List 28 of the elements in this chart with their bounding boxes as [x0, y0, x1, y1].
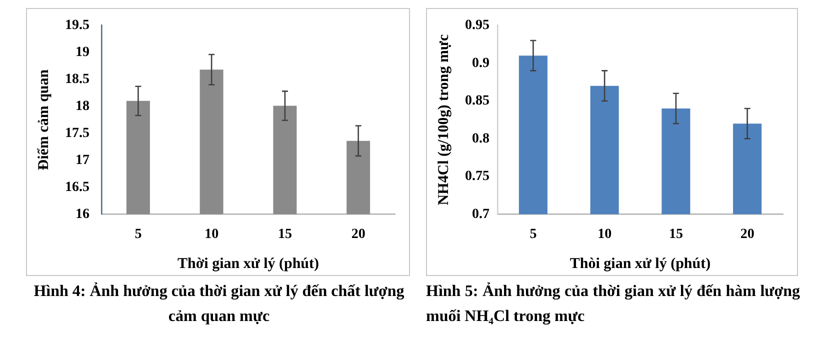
y-tick-label: 0.9 [472, 56, 490, 71]
x-tick-label: 15 [278, 227, 292, 242]
y-tick-label: 0.75 [465, 169, 490, 184]
x-tick-label: 5 [134, 227, 142, 242]
x-tick-label: 10 [598, 227, 612, 242]
y-tick-label: 0.8 [472, 131, 490, 146]
y-tick-label: 19.5 [65, 18, 90, 34]
y-tick-label: 18 [76, 98, 90, 114]
y-tick-label: 0.7 [472, 206, 490, 222]
text: Hình 5: Ảnh hưởng của thời gian xử lý đến hàm lượng muối NH₄Cl trong mực [426, 281, 800, 327]
x-tick-label: 5 [530, 227, 537, 242]
y-axis-title: NH4Cl (g/100g) trong mực [436, 34, 452, 206]
y-tick-label: 19 [76, 44, 90, 60]
y-tick-label: 16.5 [65, 180, 90, 195]
y-tick-label: 16 [76, 206, 90, 222]
x-tick-label: 15 [668, 227, 683, 242]
y-tick-label: 0.85 [465, 94, 490, 109]
x-axis-title: Thòi gian xử lý (phút) [570, 256, 711, 272]
text: Hình 4: Ảnh hưởng của thời gian xử lý đến chất lượng cảm quan mực [32, 281, 406, 327]
y-tick-label: 17.5 [65, 126, 90, 141]
y-tick-label: 17 [76, 152, 90, 168]
y-axis-title: Điểm cảm quan [36, 68, 52, 170]
y-tick-label: 18.5 [65, 72, 90, 87]
x-tick-label: 20 [740, 227, 754, 242]
x-tick-label: 10 [204, 227, 219, 242]
y-tick-label: 0.95 [465, 18, 490, 34]
x-tick-label: 20 [351, 227, 366, 242]
x-axis-title: Thời gian xử lý (phút) [177, 256, 320, 272]
